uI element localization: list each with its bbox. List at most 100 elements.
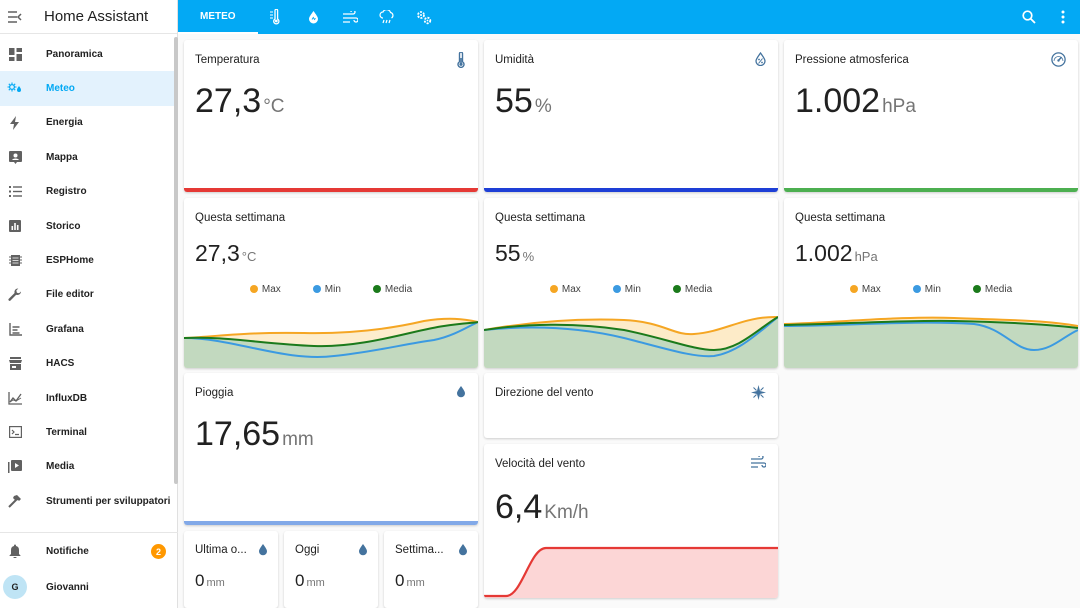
temperature-value: 27,3 — [195, 82, 262, 120]
search-icon[interactable] — [1012, 0, 1046, 34]
sidebar-item-strumenti[interactable]: Strumenti per sviluppatori — [0, 484, 174, 518]
sidebar-item-label: Media — [46, 461, 75, 473]
wind-icon[interactable] — [332, 0, 369, 34]
rain-last-card[interactable]: Ultima o... 0 mm — [184, 531, 278, 608]
map-icon — [0, 150, 30, 164]
water-drop-icon — [458, 543, 468, 561]
rain-week-card[interactable]: Settima... 0 mm — [384, 531, 478, 608]
sidebar-item-hacs[interactable]: HACS — [0, 347, 174, 381]
wind-speed-card[interactable]: Velocità del vento 6,4 Km/h — [484, 444, 778, 598]
wrench-icon — [0, 288, 30, 302]
legend-max[interactable]: Max — [549, 284, 581, 295]
cogs-icon[interactable] — [406, 0, 443, 34]
legend-max[interactable]: Max — [849, 284, 881, 295]
sidebar-item-meteo[interactable]: Meteo — [0, 71, 174, 106]
sidebar-scrollbar[interactable] — [174, 37, 178, 484]
week-humidity-unit: % — [522, 249, 535, 264]
sidebar-item-label: Panoramica — [46, 48, 103, 60]
sidebar-item-user[interactable]: G Giovanni — [0, 569, 178, 605]
sidebar-item-label: File editor — [46, 289, 94, 301]
sidebar: Home Assistant Panoramica Meteo Energia … — [0, 0, 178, 608]
week-humidity-card[interactable]: Questa settimana 55% Max Min Media — [484, 198, 778, 368]
rain-today-card[interactable]: Oggi 0 mm — [284, 531, 378, 608]
legend-max[interactable]: Max — [249, 284, 281, 295]
avatar: G — [3, 575, 27, 599]
lightning-icon — [0, 115, 30, 130]
card-title: Questa settimana — [795, 212, 886, 224]
week-humidity-value: 55 — [495, 240, 521, 266]
legend-media[interactable]: Media — [972, 284, 1012, 295]
card-title: Pioggia — [195, 387, 234, 399]
sidebar-item-influxdb[interactable]: InfluxDB — [0, 381, 174, 415]
week-temperature-card[interactable]: Questa settimana 27,3 °C Max Min Media — [184, 198, 478, 368]
notification-badge: 2 — [151, 544, 166, 559]
card-title: Direzione del vento — [495, 387, 594, 399]
temperature-unit: °C — [263, 96, 285, 117]
tab-meteo[interactable]: METEO — [178, 0, 258, 34]
legend-min[interactable]: Min — [912, 284, 941, 295]
dashboard-icon — [0, 47, 30, 61]
week-pressure-value: 1.002 — [795, 240, 853, 266]
card-title: Pressione atmosferica — [795, 54, 909, 66]
list-icon — [0, 186, 30, 198]
sidebar-item-notifiche[interactable]: Notifiche 2 — [0, 533, 178, 569]
sidebar-item-panoramica[interactable]: Panoramica — [0, 37, 174, 71]
sidebar-item-terminal[interactable]: Terminal — [0, 415, 174, 449]
wind-speed-graph — [484, 546, 778, 598]
week-pressure-graph — [784, 316, 1078, 368]
rain-week-unit: mm — [406, 577, 425, 589]
humidity-card[interactable]: Umidità 55% — [484, 40, 778, 192]
hammer-icon — [0, 494, 30, 508]
grafana-icon — [0, 322, 30, 336]
legend-min[interactable]: Min — [612, 284, 641, 295]
sidebar-item-mappa[interactable]: Mappa — [0, 140, 174, 174]
wind-speed-value: 6,4 — [495, 488, 543, 526]
media-icon — [0, 460, 30, 474]
week-pressure-card[interactable]: Questa settimana 1.002 hPa Max Min Media — [784, 198, 1078, 368]
temperature-color-bar — [184, 188, 478, 192]
week-pressure-unit: hPa — [854, 249, 878, 264]
app-title: Home Assistant — [44, 8, 149, 25]
terminal-icon — [0, 426, 30, 439]
wind-speed-unit: Km/h — [544, 502, 589, 523]
rain-card[interactable]: Pioggia 17,65 mm — [184, 373, 478, 525]
water-drop-icon[interactable] — [295, 0, 332, 34]
graph-legend: Max Min Media — [184, 284, 478, 295]
rain-week-value: 0 — [395, 571, 405, 590]
sidebar-item-media[interactable]: Media — [0, 450, 174, 484]
water-drop-icon — [358, 543, 368, 561]
sidebar-item-grafana[interactable]: Grafana — [0, 312, 174, 346]
legend-min[interactable]: Min — [312, 284, 341, 295]
thermometer-icon[interactable] — [258, 0, 295, 34]
card-title: Questa settimana — [495, 212, 586, 224]
user-name: Giovanni — [46, 581, 89, 593]
sidebar-item-label: Mappa — [46, 151, 78, 163]
sidebar-item-label: ESPHome — [46, 255, 94, 267]
sidebar-item-registro[interactable]: Registro — [0, 175, 174, 209]
legend-media[interactable]: Media — [672, 284, 712, 295]
sidebar-item-file-editor[interactable]: File editor — [0, 278, 174, 312]
pressure-card[interactable]: Pressione atmosferica 1.002 hPa — [784, 40, 1078, 192]
more-vertical-icon[interactable] — [1046, 0, 1080, 34]
pressure-value: 1.002 — [795, 82, 881, 120]
card-title: Ultima o... — [195, 544, 247, 556]
rain-cloud-icon[interactable] — [369, 0, 406, 34]
menu-collapse-icon[interactable] — [0, 0, 30, 34]
wind-direction-card[interactable]: Direzione del vento — [484, 373, 778, 438]
sidebar-item-esphome[interactable]: ESPHome — [0, 243, 174, 277]
sidebar-item-label: InfluxDB — [46, 392, 88, 404]
rain-today-unit: mm — [306, 577, 325, 589]
chart-box-icon — [0, 220, 30, 233]
sidebar-bottom: Notifiche 2 G Giovanni — [0, 532, 178, 605]
card-title: Settima... — [395, 544, 444, 556]
humidity-unit: % — [534, 96, 552, 117]
graph-legend: Max Min Media — [784, 284, 1078, 295]
pressure-unit: hPa — [882, 96, 916, 117]
legend-media[interactable]: Media — [372, 284, 412, 295]
card-title: Oggi — [295, 544, 320, 556]
water-drop-icon — [456, 385, 466, 403]
sidebar-item-energia[interactable]: Energia — [0, 106, 174, 140]
sidebar-item-storico[interactable]: Storico — [0, 209, 174, 243]
bell-icon — [0, 544, 30, 558]
temperature-card[interactable]: Temperatura 27,3 °C — [184, 40, 478, 192]
